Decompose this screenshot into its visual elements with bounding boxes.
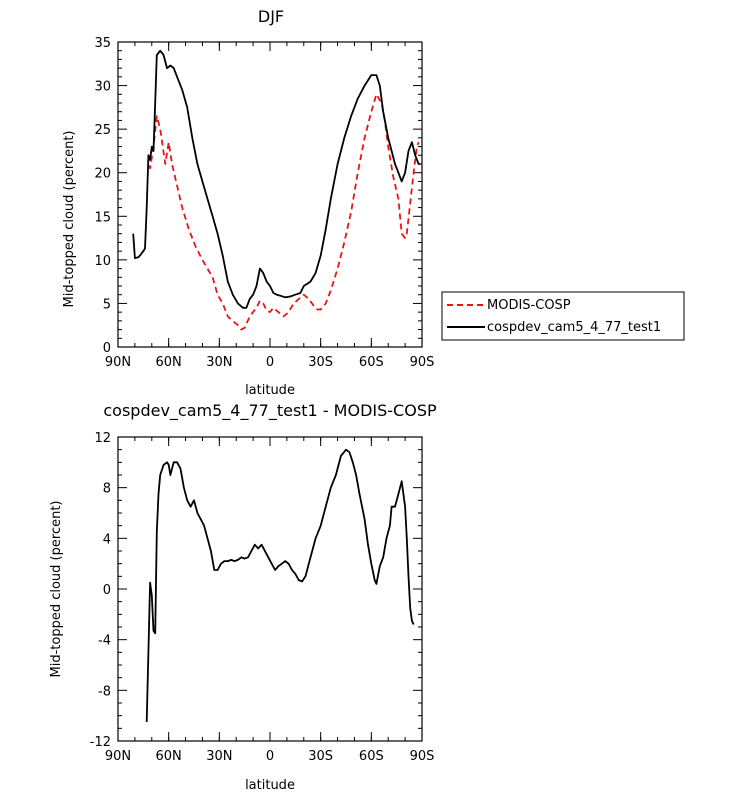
top-chart-lines bbox=[132, 49, 421, 331]
bottom-chart-panel: cospdev_cam5_4_77_test1 - MODIS-COSP Mid… bbox=[49, 401, 437, 793]
x-tick-label: 30S bbox=[308, 749, 333, 764]
x-tick-label: 60S bbox=[359, 749, 384, 764]
top-chart-x-axis-label: latitude bbox=[245, 383, 295, 398]
y-tick-label: 5 bbox=[103, 297, 111, 312]
legend: MODIS-COSP cospdev_cam5_4_77_test1 bbox=[441, 291, 685, 341]
y-tick-label: 35 bbox=[94, 36, 111, 51]
x-tick-label: 90S bbox=[410, 355, 435, 370]
x-tick-label: 60S bbox=[359, 355, 384, 370]
legend-label-modis-cosp: MODIS-COSP bbox=[487, 298, 571, 313]
y-tick-label: -8 bbox=[98, 684, 111, 699]
top-chart-y-axis-label: Mid-topped cloud (percent) bbox=[62, 131, 77, 308]
x-tick-label: 90N bbox=[105, 355, 131, 370]
y-tick-label: 25 bbox=[94, 123, 111, 138]
legend-box bbox=[441, 291, 685, 341]
x-tick-label: 60N bbox=[156, 355, 182, 370]
y-tick-label: -12 bbox=[90, 735, 111, 750]
series-line-modis-cosp bbox=[147, 93, 420, 331]
y-tick-label: -4 bbox=[98, 634, 111, 649]
y-tick-label: 8 bbox=[103, 482, 111, 497]
bottom-chart-title: cospdev_cam5_4_77_test1 - MODIS-COSP bbox=[103, 401, 437, 421]
bottom-chart-y-axis-label: Mid-topped cloud (percent) bbox=[49, 501, 64, 678]
y-tick-label: 4 bbox=[103, 532, 111, 547]
y-tick-label: 30 bbox=[94, 80, 111, 95]
plot-frame bbox=[117, 41, 423, 348]
x-tick-label: 30S bbox=[308, 355, 333, 370]
x-tick-label: 0 bbox=[266, 355, 274, 370]
series-line-difference bbox=[145, 448, 415, 723]
x-tick-label: 0 bbox=[266, 749, 274, 764]
y-tick-label: 0 bbox=[103, 341, 111, 356]
x-tick-label: 90S bbox=[410, 749, 435, 764]
top-chart-panel: DJF Mid-topped cloud (percent) latitude … bbox=[62, 7, 685, 398]
x-tick-label: 60N bbox=[156, 749, 182, 764]
x-tick-label: 30N bbox=[206, 355, 232, 370]
bottom-chart-axes: 90N 60N 30N 0 30S 60S 90S -12 -8 -4 0 4 8 12 bbox=[90, 431, 435, 764]
bottom-chart-x-axis-label: latitude bbox=[245, 778, 295, 793]
y-tick-label: 10 bbox=[94, 254, 111, 269]
top-chart-axes: 90N 60N 30N 0 30S 60S 90S 0 5 10 15 20 25 30 35 bbox=[94, 36, 434, 370]
y-tick-label: 0 bbox=[103, 583, 111, 598]
y-tick-label: 12 bbox=[94, 431, 111, 446]
y-tick-label: 20 bbox=[94, 167, 111, 182]
x-tick-label: 30N bbox=[206, 749, 232, 764]
x-tick-label: 90N bbox=[105, 749, 131, 764]
top-chart-title: DJF bbox=[258, 7, 284, 26]
y-tick-label: 15 bbox=[94, 210, 111, 225]
legend-label-cospdev: cospdev_cam5_4_77_test1 bbox=[487, 320, 661, 335]
plot-frame bbox=[117, 436, 423, 742]
bottom-chart-lines bbox=[145, 448, 415, 723]
series-line-cospdev bbox=[132, 49, 421, 309]
